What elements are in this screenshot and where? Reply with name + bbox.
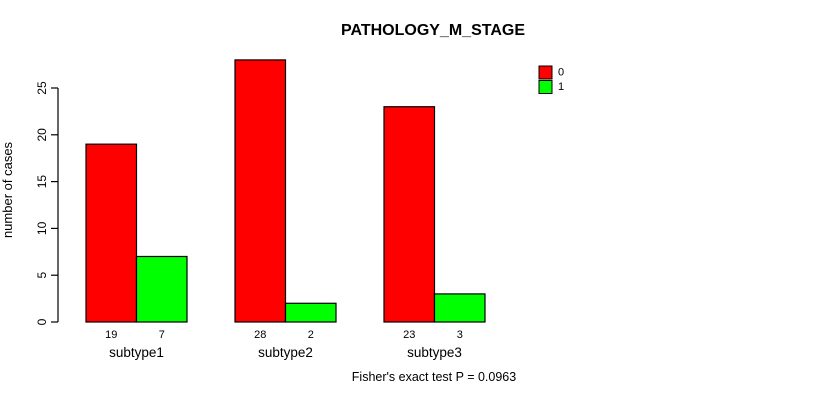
y-axis-tick-label: 25 bbox=[35, 81, 49, 95]
y-axis: 0 5 10 15 20 25 bbox=[35, 81, 59, 325]
y-axis-tick-label: 0 bbox=[35, 318, 49, 325]
y-axis-tick-label: 5 bbox=[35, 272, 49, 279]
bar-value-label: 23 bbox=[403, 329, 415, 341]
chart-title: PATHOLOGY_M_STAGE bbox=[341, 22, 525, 39]
y-axis-tick-label: 10 bbox=[35, 221, 49, 235]
bar-value-label: 7 bbox=[159, 329, 165, 341]
bars: 19 7 subtype1 28 2 subtype2 23 3 subtype3 bbox=[85, 59, 486, 360]
bar-1-subtype2 bbox=[284, 302, 337, 323]
bar-0-subtype2 bbox=[234, 59, 287, 323]
annotation-text: Fisher's exact test P = 0.0963 bbox=[352, 370, 516, 384]
category-label-subtype2: subtype2 bbox=[258, 345, 313, 360]
legend-label-1: 1 bbox=[558, 81, 564, 93]
legend-swatch-0 bbox=[538, 65, 553, 80]
bar-value-label: 3 bbox=[457, 329, 463, 341]
legend-label-0: 0 bbox=[558, 67, 564, 79]
y-axis-label: number of cases bbox=[0, 141, 15, 238]
y-axis-tick-label: 15 bbox=[35, 175, 49, 189]
bar-1-subtype1 bbox=[135, 255, 188, 323]
bar-value-label: 19 bbox=[105, 329, 117, 341]
category-label-subtype1: subtype1 bbox=[109, 345, 164, 360]
y-axis-tick-label: 20 bbox=[35, 128, 49, 142]
bar-0-subtype3 bbox=[383, 106, 436, 323]
bar-value-label: 2 bbox=[308, 329, 314, 341]
bar-value-label: 28 bbox=[254, 329, 266, 341]
legend-swatch-1 bbox=[538, 80, 553, 94]
legend: 01 bbox=[538, 65, 564, 94]
bar-1-subtype3 bbox=[433, 293, 486, 323]
bar-0-subtype1 bbox=[85, 143, 138, 323]
category-label-subtype3: subtype3 bbox=[407, 345, 462, 360]
